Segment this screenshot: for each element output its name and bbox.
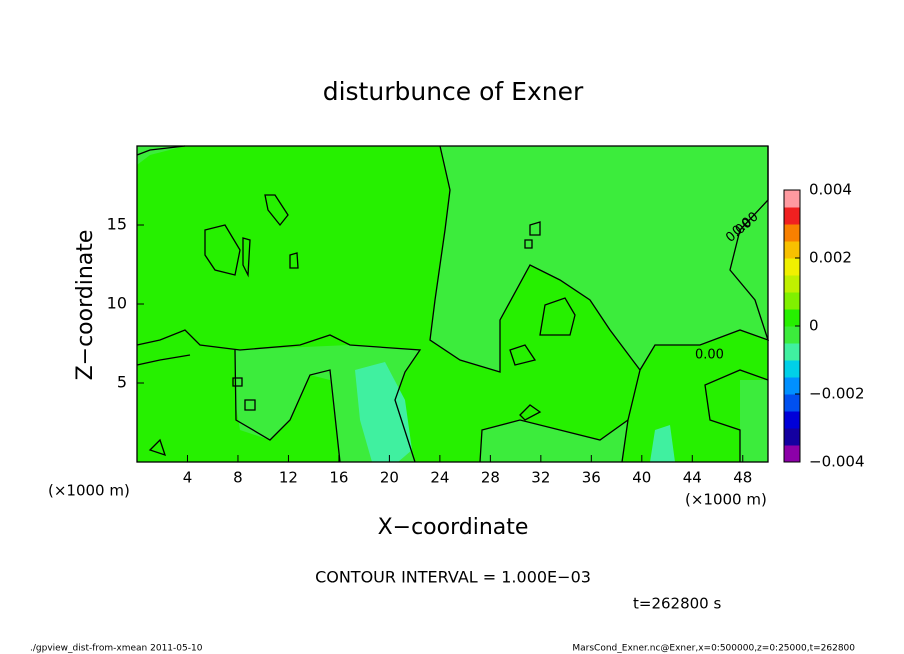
contour-label: 0.00 [695,348,724,363]
x-tick-label: 28 [481,469,500,487]
contour-line [539,297,576,336]
colorbar-band [784,360,800,378]
x-unit: (×1000 m) [685,491,767,509]
x-tick-label: 48 [733,469,752,487]
x-tick-label: 4 [183,469,193,487]
colorbar-band [784,326,800,344]
contour-line [204,224,241,276]
colorbar-band [784,309,800,327]
y-tick-label: 15 [107,215,127,234]
chart-title: disturbunce of Exner [323,77,584,106]
contour-line [136,329,422,463]
colorbar-tick-label: 0 [809,317,819,335]
colorbar-band [784,377,800,395]
contour-line [148,438,167,457]
contour-line [289,252,299,269]
contour-line [232,377,243,387]
colorbar-tick-label: −0.004 [809,453,865,471]
colorbar-tick-label: −0.002 [809,385,865,403]
contour-line [234,349,341,463]
colorbar-band [784,224,800,242]
contour-field [136,145,770,463]
contour-line [136,354,191,366]
colorbar-band [784,411,800,429]
contour-line [244,399,256,411]
colorbar-band [784,428,800,446]
contour-line [242,237,251,278]
colorbar-band [784,241,800,259]
colorbar-band [784,190,800,208]
colorbar-tick-label: 0.002 [809,249,852,267]
x-tick-label: 32 [531,469,550,487]
y-tick-label: 5 [117,373,127,392]
footer-right: MarsCond_Exner.nc@Exner,x=0:500000,z=0:2… [572,644,855,654]
x-tick-label: 12 [279,469,298,487]
colorbar-band [784,258,800,276]
contour-line [509,344,537,366]
colorbar-band [784,394,800,412]
contour-interval: CONTOUR INTERVAL = 1.000E−03 [315,568,591,587]
filled-region [430,146,768,462]
filled-region [650,425,675,462]
contour-line [264,194,289,227]
x-axis-label: X−coordinate [378,515,529,540]
x-tick-label: 20 [380,469,399,487]
contour-line [136,145,186,156]
contour-line [524,239,533,249]
x-unit: (×1000 m) [48,482,130,500]
contour-line [429,145,641,463]
footer-left: ./gpview_dist-from-xmean 2011-05-10 [30,644,203,654]
colorbar-band [784,343,800,361]
colorbar-band [784,292,800,310]
y-tick-label: 10 [107,294,127,313]
x-tick-label: 44 [683,469,702,487]
x-tick-label: 8 [233,469,243,487]
colorbar-tick-label: 0.004 [809,181,852,199]
x-tick-label: 16 [329,469,348,487]
contour-line [704,369,769,462]
colorbar-band [784,445,800,463]
x-tick-label: 40 [632,469,651,487]
colorbar-band [784,275,800,293]
contour-line [479,419,629,463]
contour-line [529,221,541,236]
x-tick-label: 24 [430,469,449,487]
colorbar-band [784,207,800,225]
x-tick-label: 36 [582,469,601,487]
y-axis-label: Z−coordinate [73,230,98,381]
time-label: t=262800 s [633,595,721,613]
contour-line [519,404,542,421]
contour-line [639,146,770,371]
filled-region [355,362,412,462]
